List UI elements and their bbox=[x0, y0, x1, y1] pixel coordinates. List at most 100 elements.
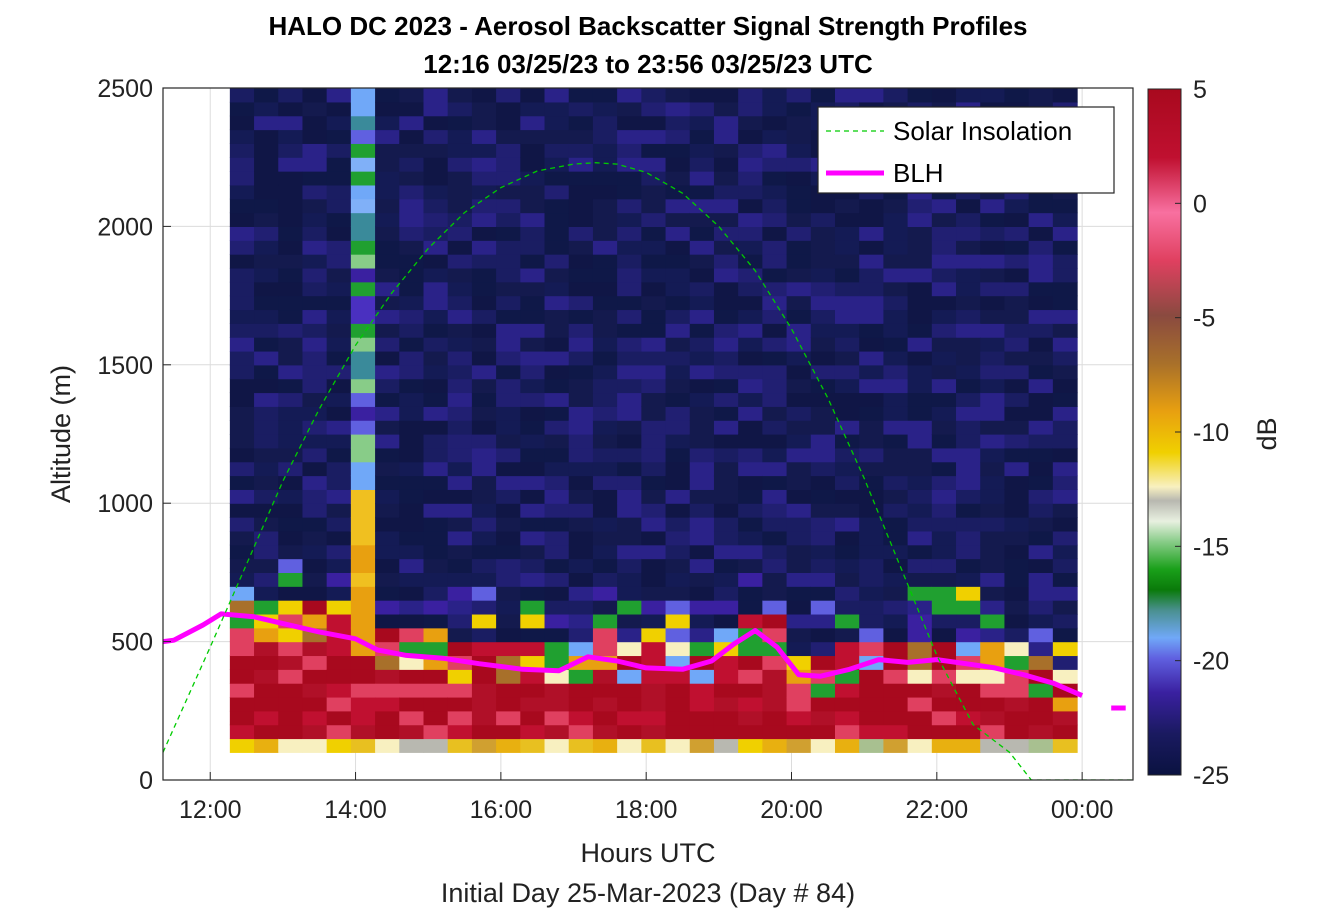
heatmap-cell bbox=[1028, 738, 1054, 753]
heatmap-cell bbox=[1028, 558, 1054, 573]
heatmap-cell bbox=[399, 475, 425, 490]
heatmap-cell bbox=[786, 696, 812, 712]
heatmap-cell bbox=[254, 171, 279, 186]
heatmap-cell bbox=[1028, 295, 1054, 311]
heatmap-cell bbox=[689, 281, 715, 297]
heatmap-cell bbox=[980, 558, 1006, 573]
heatmap-cell bbox=[907, 323, 933, 338]
heatmap-cell bbox=[1052, 738, 1078, 753]
heatmap-cell bbox=[689, 378, 715, 394]
heatmap-cell bbox=[713, 503, 739, 518]
heatmap-cell bbox=[1028, 503, 1054, 518]
heatmap-cell bbox=[665, 143, 691, 158]
heatmap-cell bbox=[834, 281, 860, 297]
heatmap-cell bbox=[980, 613, 1006, 629]
heatmap-cell bbox=[350, 724, 376, 740]
heatmap-cell bbox=[520, 669, 546, 684]
heatmap-cell bbox=[254, 281, 279, 297]
heatmap-cell bbox=[713, 184, 739, 200]
heatmap-cell bbox=[762, 101, 788, 117]
heatmap-cell bbox=[350, 669, 376, 684]
heatmap-cell bbox=[375, 600, 400, 615]
heatmap-cell bbox=[520, 724, 546, 740]
heatmap-cell bbox=[471, 669, 497, 684]
heatmap-cell bbox=[738, 240, 763, 255]
heatmap-cell bbox=[834, 226, 860, 241]
heatmap-cell bbox=[447, 627, 473, 643]
heatmap-cell bbox=[399, 101, 425, 117]
heatmap-cell bbox=[931, 572, 957, 587]
heatmap-cell bbox=[907, 600, 933, 615]
heatmap-cell bbox=[641, 350, 667, 366]
heatmap-cell bbox=[471, 558, 497, 573]
heatmap-cell bbox=[520, 171, 546, 186]
heatmap-cell bbox=[786, 129, 812, 144]
heatmap-cell bbox=[1004, 323, 1030, 338]
heatmap-cell bbox=[229, 669, 255, 684]
heatmap-cell bbox=[641, 226, 667, 241]
heatmap-cell bbox=[762, 281, 788, 297]
heatmap-cell bbox=[229, 267, 255, 283]
heatmap-cell bbox=[326, 295, 352, 311]
heatmap-cell bbox=[350, 295, 376, 311]
heatmap-cell bbox=[713, 710, 739, 726]
heatmap-cell bbox=[689, 517, 715, 532]
heatmap-cell bbox=[496, 143, 521, 158]
heatmap-cell bbox=[956, 683, 981, 698]
heatmap-cell bbox=[592, 226, 618, 241]
heatmap-cell bbox=[810, 337, 836, 352]
heatmap-cell bbox=[423, 489, 449, 504]
heatmap-cell bbox=[471, 503, 497, 518]
heatmap-cell bbox=[399, 447, 425, 463]
heatmap-cell bbox=[326, 696, 352, 712]
heatmap-cell bbox=[592, 544, 618, 560]
heatmap-cell bbox=[907, 696, 933, 712]
heatmap-cell bbox=[423, 184, 449, 200]
heatmap-cell bbox=[956, 544, 981, 560]
heatmap-cell bbox=[326, 129, 352, 144]
heatmap-cell bbox=[834, 710, 860, 726]
heatmap-cell bbox=[520, 295, 546, 311]
heatmap-cell bbox=[423, 281, 449, 297]
heatmap-cell bbox=[810, 489, 836, 504]
heatmap-cell bbox=[617, 350, 642, 366]
heatmap-cell bbox=[350, 240, 376, 255]
heatmap-cell bbox=[1004, 517, 1030, 532]
heatmap-cell bbox=[399, 267, 425, 283]
heatmap-cell bbox=[496, 503, 521, 518]
heatmap-cell bbox=[883, 392, 909, 407]
heatmap-cell bbox=[496, 558, 521, 573]
heatmap-cell bbox=[980, 309, 1006, 324]
heatmap-cell bbox=[713, 530, 739, 546]
heatmap-cell bbox=[471, 420, 497, 435]
heatmap-cell bbox=[641, 586, 667, 601]
heatmap-cell bbox=[1052, 267, 1078, 283]
heatmap-cell bbox=[399, 572, 425, 587]
heatmap-cell bbox=[956, 267, 981, 283]
heatmap-cell bbox=[423, 696, 449, 712]
heatmap-cell bbox=[689, 530, 715, 546]
heatmap-cell bbox=[496, 157, 521, 172]
y-tick-label: 1000 bbox=[97, 490, 153, 518]
heatmap-cell bbox=[229, 392, 255, 407]
heatmap-cell bbox=[278, 710, 304, 726]
heatmap-cell bbox=[689, 267, 715, 283]
heatmap-cell bbox=[907, 683, 933, 698]
heatmap-cell bbox=[883, 309, 909, 324]
heatmap-cell bbox=[1052, 323, 1078, 338]
heatmap-cell bbox=[980, 406, 1006, 421]
heatmap-cell bbox=[834, 295, 860, 311]
heatmap-cell bbox=[907, 392, 933, 407]
heatmap-cell bbox=[326, 323, 352, 338]
heatmap-cell bbox=[544, 184, 570, 200]
heatmap-cell bbox=[592, 350, 618, 366]
heatmap-cell bbox=[278, 683, 304, 698]
heatmap-cell bbox=[471, 461, 497, 477]
heatmap-cell bbox=[738, 503, 763, 518]
heatmap-cell bbox=[1004, 406, 1030, 421]
heatmap-cell bbox=[278, 724, 304, 740]
heatmap-cell bbox=[423, 530, 449, 546]
heatmap-cell bbox=[665, 669, 691, 684]
heatmap-cell bbox=[326, 171, 352, 186]
heatmap-cell bbox=[229, 530, 255, 546]
